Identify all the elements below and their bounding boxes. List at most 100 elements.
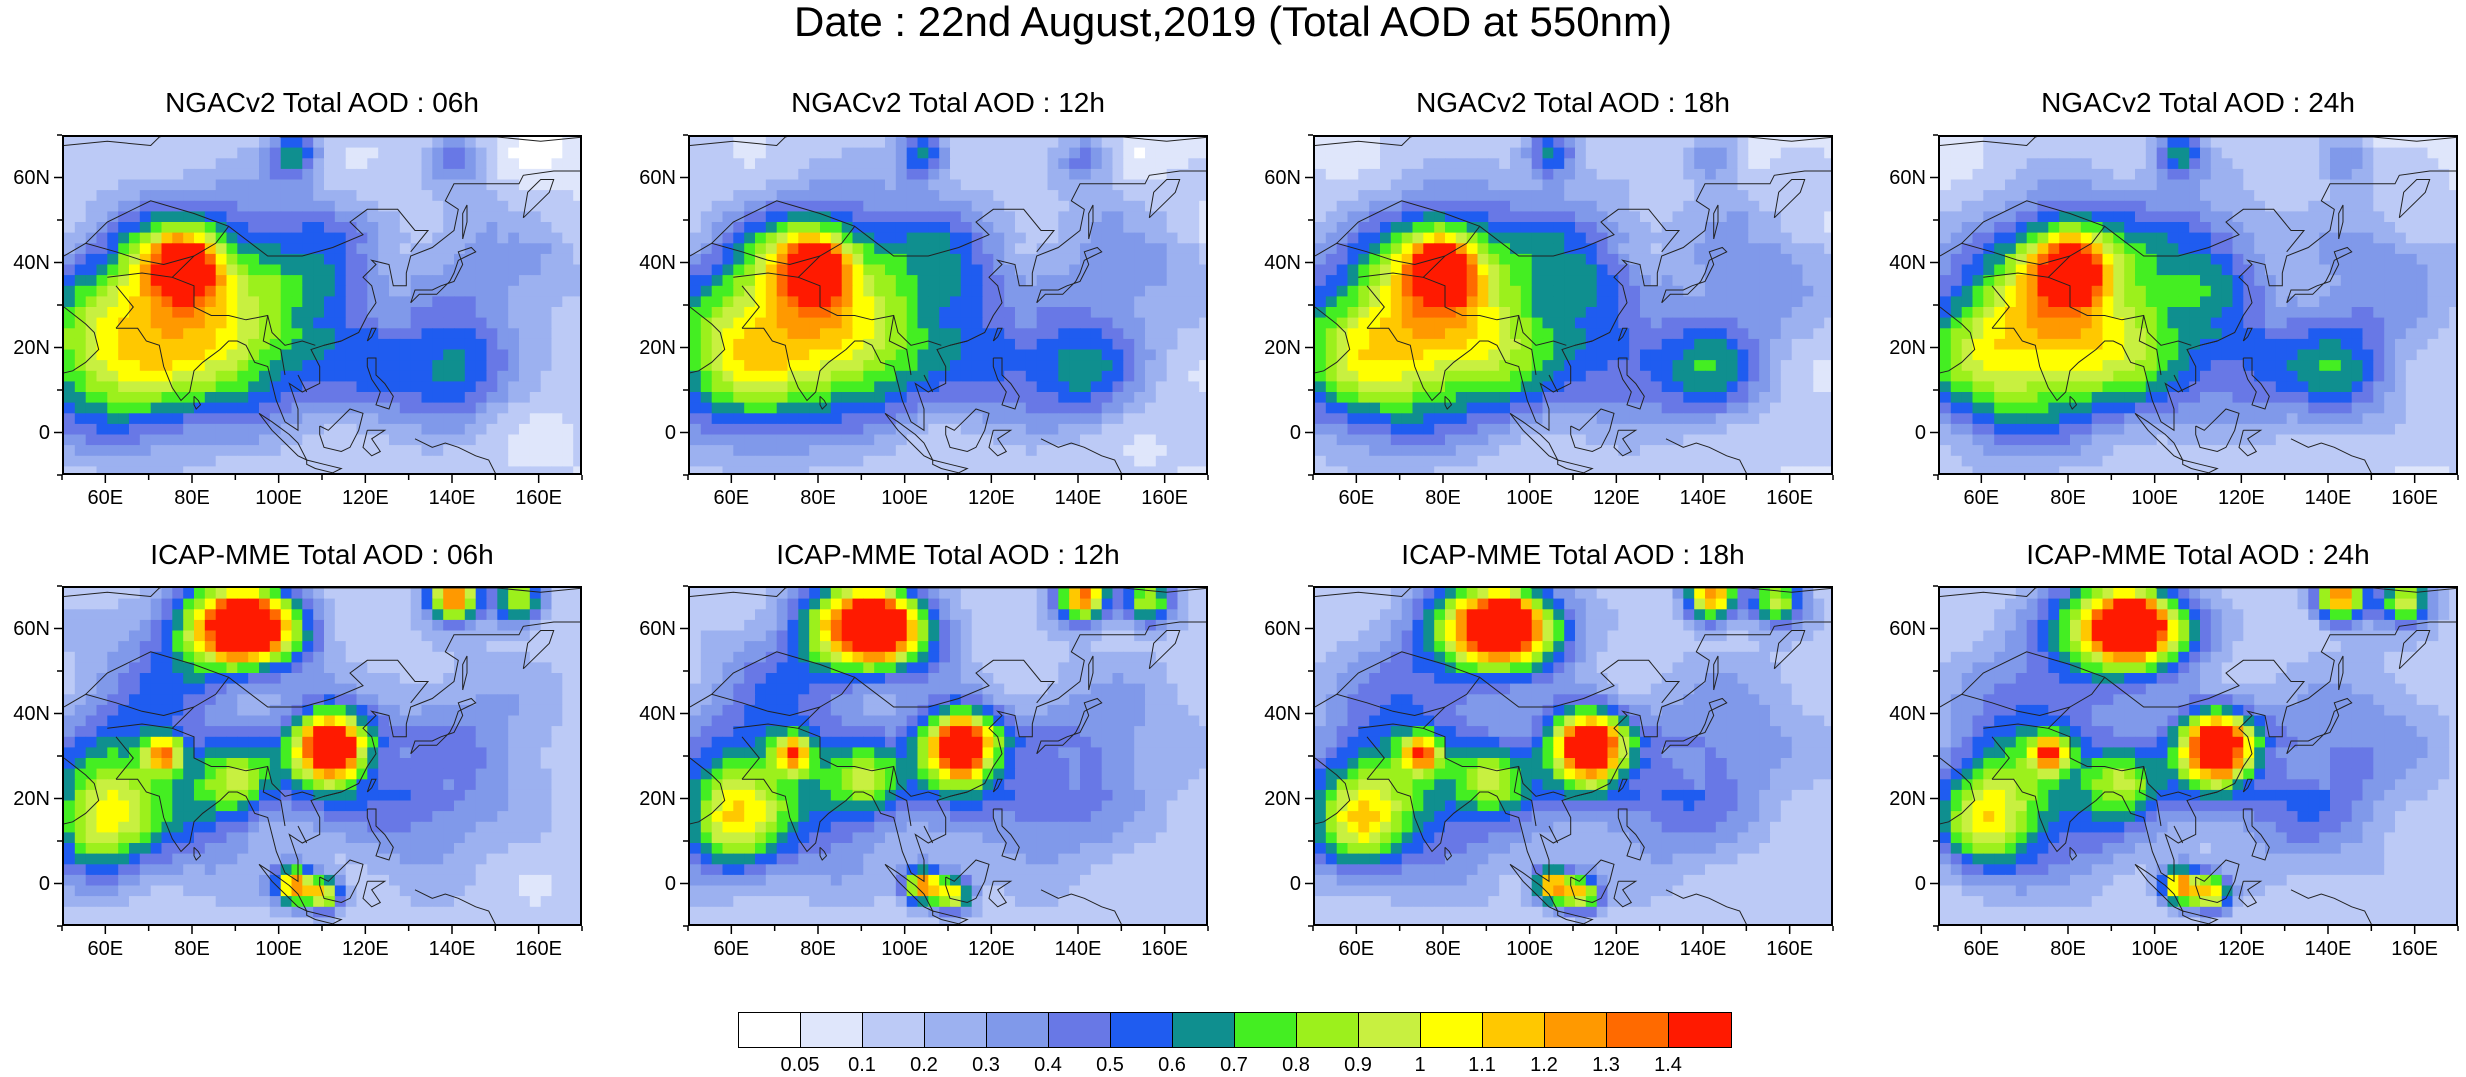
lat-tick-label: 20N — [0, 337, 50, 359]
lon-tick-label: 140E — [2298, 487, 2358, 509]
colorbar-label: 0.05 — [770, 1054, 830, 1077]
lat-tick-label: 20N — [1251, 788, 1301, 810]
lon-tick-label: 120E — [961, 487, 1021, 509]
lon-tick-label: 60E — [701, 487, 761, 509]
colorbar-label: 0.9 — [1328, 1054, 1388, 1077]
lon-tick-label: 120E — [2211, 938, 2271, 960]
colorbar-swatch — [739, 1013, 801, 1047]
colorbar-swatch — [1359, 1013, 1421, 1047]
lon-tick-label: 100E — [875, 938, 935, 960]
lat-tick-label: 0 — [1876, 422, 1926, 444]
lon-tick-label: 140E — [1673, 938, 1733, 960]
lon-tick-label: 160E — [1760, 938, 1820, 960]
lat-tick-label: 60N — [0, 618, 50, 640]
lat-tick-label: 60N — [0, 167, 50, 189]
panel-title: ICAP-MME Total AOD : 24h — [1918, 540, 2466, 570]
colorbar-label: 1.2 — [1514, 1054, 1574, 1077]
colorbar-swatch — [1669, 1013, 1731, 1047]
lat-tick-label: 40N — [0, 703, 50, 725]
colorbar-label: 0.5 — [1080, 1054, 1140, 1077]
panel-title: ICAP-MME Total AOD : 12h — [668, 540, 1228, 570]
colorbar-swatch — [1545, 1013, 1607, 1047]
lon-tick-label: 80E — [2038, 938, 2098, 960]
lon-tick-label: 160E — [2385, 487, 2445, 509]
lat-tick-label: 20N — [1876, 337, 1926, 359]
axis-ticks — [1303, 125, 1843, 485]
colorbar-swatch — [1173, 1013, 1235, 1047]
colorbar-label: 0.1 — [832, 1054, 892, 1077]
lon-tick-label: 160E — [1135, 487, 1195, 509]
panel-title: NGACv2 Total AOD : 12h — [668, 88, 1228, 118]
lon-tick-label: 160E — [1135, 938, 1195, 960]
colorbar-label: 0.2 — [894, 1054, 954, 1077]
lat-tick-label: 40N — [1876, 252, 1926, 274]
lat-tick-label: 20N — [1876, 788, 1926, 810]
lon-tick-label: 160E — [509, 487, 569, 509]
lon-tick-label: 80E — [2038, 487, 2098, 509]
colorbar-swatch — [1049, 1013, 1111, 1047]
lon-tick-label: 100E — [249, 487, 309, 509]
colorbar-label: 0.8 — [1266, 1054, 1326, 1077]
lat-tick-label: 0 — [626, 873, 676, 895]
colorbar-swatch — [925, 1013, 987, 1047]
colorbar-label: 1.3 — [1576, 1054, 1636, 1077]
axis-ticks — [678, 125, 1218, 485]
lon-tick-label: 100E — [2125, 487, 2185, 509]
colorbar-swatch — [1111, 1013, 1173, 1047]
lon-tick-label: 80E — [788, 938, 848, 960]
lon-tick-label: 80E — [1413, 487, 1473, 509]
axis-ticks — [678, 576, 1218, 936]
lon-tick-label: 120E — [1586, 487, 1646, 509]
panel-title: ICAP-MME Total AOD : 06h — [42, 540, 602, 570]
lat-tick-label: 40N — [626, 703, 676, 725]
axis-ticks — [52, 576, 592, 936]
lon-tick-label: 60E — [1951, 938, 2011, 960]
lon-tick-label: 120E — [961, 938, 1021, 960]
lat-tick-label: 60N — [1251, 618, 1301, 640]
axis-ticks — [1928, 125, 2466, 485]
lon-tick-label: 60E — [1326, 487, 1386, 509]
lon-tick-label: 100E — [1500, 938, 1560, 960]
lon-tick-label: 80E — [788, 487, 848, 509]
lon-tick-label: 160E — [2385, 938, 2445, 960]
colorbar-label: 0.7 — [1204, 1054, 1264, 1077]
lat-tick-label: 0 — [1251, 422, 1301, 444]
colorbar — [738, 1012, 1732, 1048]
lat-tick-label: 0 — [0, 422, 50, 444]
colorbar-label: 0.4 — [1018, 1054, 1078, 1077]
panel-title: NGACv2 Total AOD : 18h — [1293, 88, 1853, 118]
axis-ticks — [1928, 576, 2466, 936]
lon-tick-label: 80E — [1413, 938, 1473, 960]
colorbar-swatch — [1421, 1013, 1483, 1047]
lon-tick-label: 120E — [1586, 938, 1646, 960]
lat-tick-label: 20N — [1251, 337, 1301, 359]
lon-tick-label: 100E — [2125, 938, 2185, 960]
colorbar-label: 1.1 — [1452, 1054, 1512, 1077]
lon-tick-label: 100E — [249, 938, 309, 960]
lon-tick-label: 140E — [422, 938, 482, 960]
lat-tick-label: 20N — [626, 337, 676, 359]
lon-tick-label: 160E — [1760, 487, 1820, 509]
lat-tick-label: 0 — [1251, 873, 1301, 895]
lat-tick-label: 40N — [1251, 703, 1301, 725]
lat-tick-label: 20N — [0, 788, 50, 810]
lat-tick-label: 60N — [626, 618, 676, 640]
axis-ticks — [52, 125, 592, 485]
colorbar-swatch — [801, 1013, 863, 1047]
lon-tick-label: 60E — [75, 938, 135, 960]
lon-tick-label: 140E — [1048, 938, 1108, 960]
lat-tick-label: 40N — [1876, 703, 1926, 725]
lon-tick-label: 60E — [1326, 938, 1386, 960]
lat-tick-label: 60N — [1876, 167, 1926, 189]
colorbar-label: 1 — [1390, 1054, 1450, 1077]
lat-tick-label: 0 — [1876, 873, 1926, 895]
lon-tick-label: 80E — [162, 487, 222, 509]
panel-title: NGACv2 Total AOD : 06h — [42, 88, 602, 118]
lon-tick-label: 60E — [701, 938, 761, 960]
lon-tick-label: 60E — [1951, 487, 2011, 509]
lon-tick-label: 140E — [2298, 938, 2358, 960]
colorbar-label: 0.6 — [1142, 1054, 1202, 1077]
colorbar-swatch — [1483, 1013, 1545, 1047]
lon-tick-label: 60E — [75, 487, 135, 509]
lon-tick-label: 100E — [1500, 487, 1560, 509]
